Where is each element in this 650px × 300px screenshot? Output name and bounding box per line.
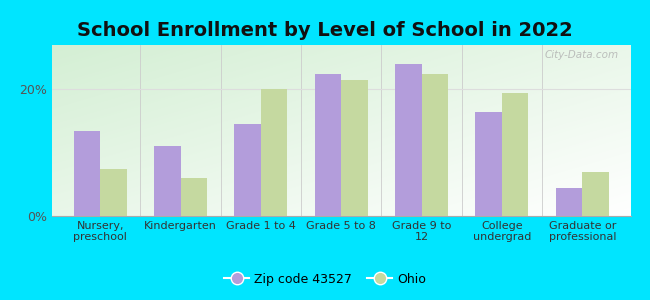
Bar (315, 74, 341, 216)
Text: City-Data.com: City-Data.com (545, 50, 619, 60)
Bar (100, 169, 127, 216)
Bar (235, 124, 261, 216)
Legend: Zip code 43527, Ohio: Zip code 43527, Ohio (219, 268, 431, 291)
Bar (502, 92, 528, 216)
Bar (556, 188, 582, 216)
Bar (395, 64, 422, 216)
Bar (582, 172, 609, 216)
Bar (73, 130, 100, 216)
Text: School Enrollment by Level of School in 2022: School Enrollment by Level of School in … (77, 21, 573, 40)
Bar (475, 112, 502, 216)
Bar (422, 74, 448, 216)
Bar (341, 80, 368, 216)
Bar (261, 89, 287, 216)
Bar (181, 178, 207, 216)
Bar (154, 146, 181, 216)
